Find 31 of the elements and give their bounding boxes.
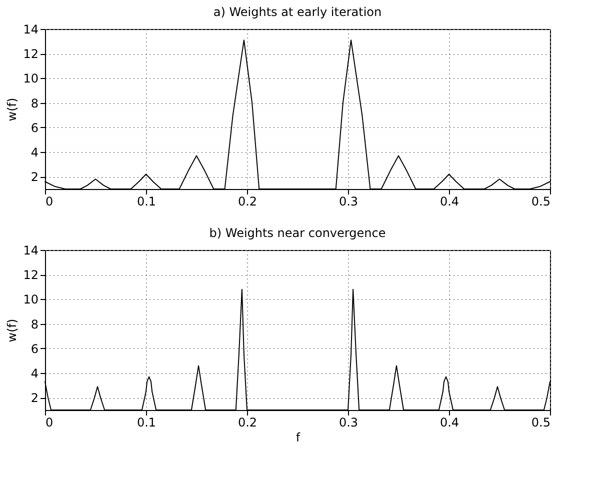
y-tick-label: 10: [23, 292, 38, 307]
x-tick-label: 0.3: [338, 416, 358, 430]
y-tick-label: 6: [30, 120, 38, 135]
x-tick-label: 0.1: [136, 416, 156, 430]
y-tick-label: 4: [30, 366, 38, 381]
y-tick-label: 14: [23, 244, 38, 258]
x-tick-label: 0: [46, 416, 54, 430]
y-tick-label: 6: [30, 342, 38, 356]
y-tick-label: 10: [23, 72, 38, 86]
chart-title: b) Weights near convergence: [209, 226, 386, 240]
x-tick-label: 0.4: [440, 194, 460, 208]
y-tick-label: 2: [30, 391, 38, 406]
y-tick-label: 8: [30, 96, 38, 110]
x-tick-label: 0: [46, 194, 54, 208]
x-tick-label: 0.5: [531, 194, 550, 208]
y-axis-title: w(f): [5, 98, 20, 122]
x-tick-label: 0.1: [136, 194, 156, 208]
y-axis-title: w(f): [5, 318, 20, 342]
x-axis-title: f: [296, 430, 301, 444]
x-tick-label: 0.4: [440, 416, 460, 430]
x-tick-label: 0.5: [531, 416, 550, 430]
x-tick-label: 0.2: [238, 194, 258, 208]
y-tick-label: 14: [23, 22, 38, 36]
y-tick-label: 12: [23, 47, 38, 62]
y-tick-label: 2: [30, 170, 38, 184]
x-tick-label: 0.3: [338, 194, 358, 208]
y-tick-label: 12: [23, 268, 38, 282]
y-tick-label: 4: [30, 146, 38, 160]
x-tick-label: 0.2: [238, 416, 258, 430]
chart-title: a) Weights at early iteration: [213, 5, 382, 19]
y-tick-label: 8: [30, 317, 38, 332]
